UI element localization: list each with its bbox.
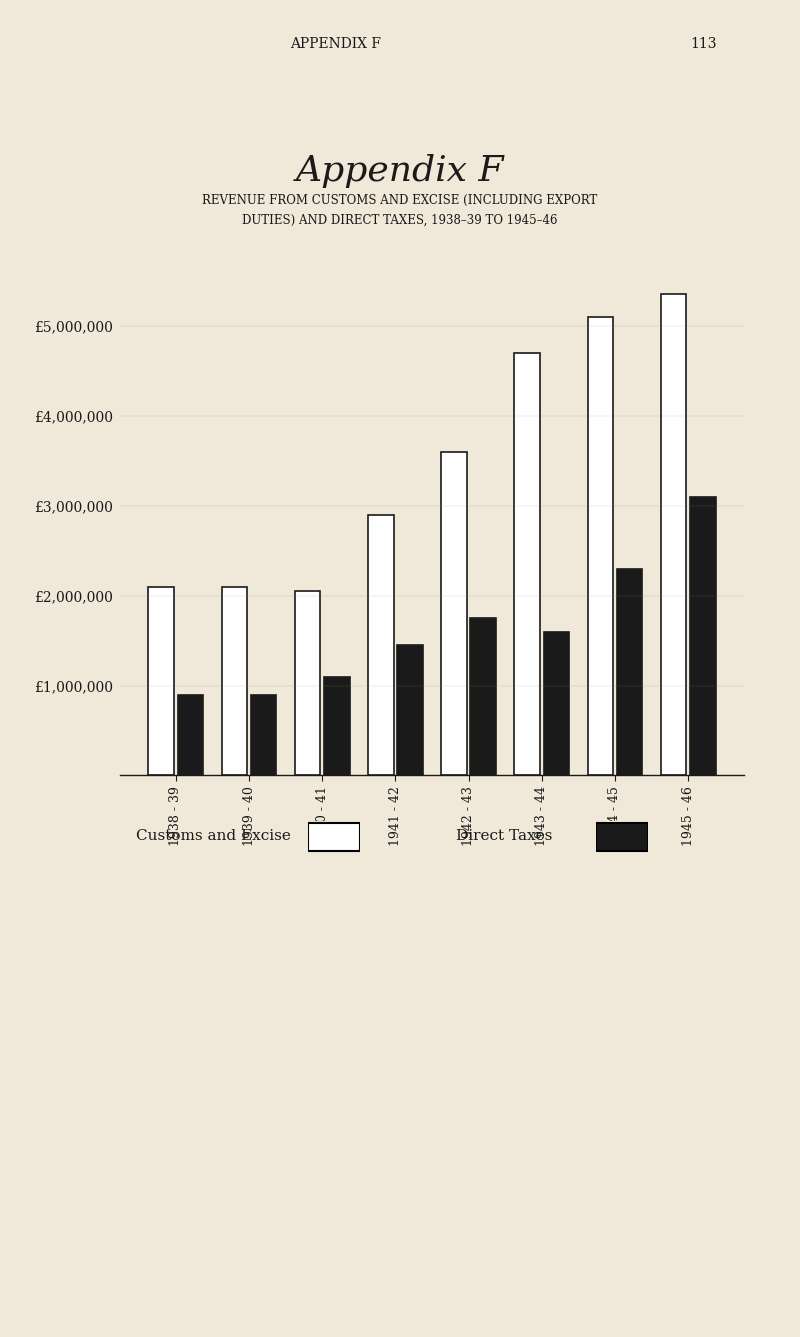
Bar — [178, 694, 203, 775]
Bar — [514, 353, 540, 775]
Bar — [222, 587, 247, 775]
Text: REVENUE FROM CUSTOMS AND EXCISE (INCLUDING EXPORT: REVENUE FROM CUSTOMS AND EXCISE (INCLUDI… — [202, 194, 598, 207]
Text: Customs and Excise: Customs and Excise — [136, 829, 291, 842]
Bar — [148, 587, 174, 775]
Bar — [441, 452, 466, 775]
Bar — [251, 694, 277, 775]
FancyBboxPatch shape — [308, 822, 360, 852]
Text: Direct Taxes: Direct Taxes — [456, 829, 552, 842]
Bar — [398, 644, 423, 775]
Text: 113: 113 — [690, 37, 718, 51]
Bar — [470, 618, 496, 775]
Bar — [661, 294, 686, 775]
Bar — [324, 677, 350, 775]
Bar — [587, 317, 613, 775]
Text: Appendix F: Appendix F — [296, 154, 504, 187]
Bar — [294, 591, 320, 775]
Text: DUTIES) AND DIRECT TAXES, 1938–39 TO 1945–46: DUTIES) AND DIRECT TAXES, 1938–39 TO 194… — [242, 214, 558, 227]
Bar — [368, 515, 394, 775]
Bar — [544, 631, 570, 775]
Bar — [690, 497, 716, 775]
Text: APPENDIX F: APPENDIX F — [290, 37, 382, 51]
FancyBboxPatch shape — [596, 822, 648, 852]
Bar — [617, 568, 642, 775]
